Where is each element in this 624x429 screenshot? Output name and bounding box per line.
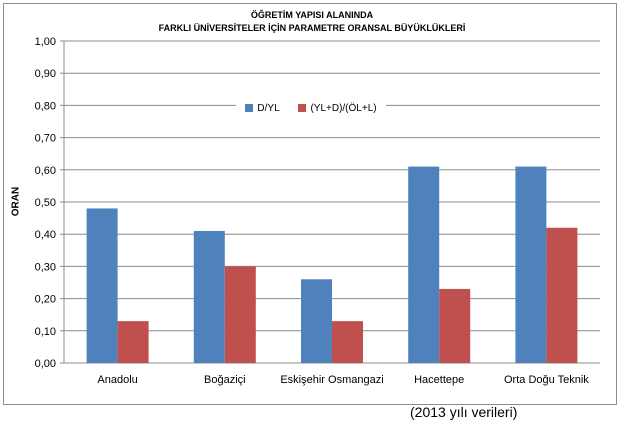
y-tick-label: 1,00 — [35, 36, 56, 48]
y-tick-label: 0,00 — [35, 358, 56, 370]
bar-series-1 — [301, 279, 332, 363]
y-tick-label: 0,80 — [35, 100, 56, 112]
bar-series-1 — [86, 208, 118, 363]
y-tick-label: 0,60 — [35, 165, 56, 177]
chart-title-line-1: ÖĞRETİM YAPISI ALANINDA — [250, 10, 374, 20]
legend-swatch-series-1 — [245, 104, 254, 112]
footnote: (2013 yılı verileri) — [410, 404, 518, 420]
bar-series-2 — [332, 321, 363, 363]
legend-label-series-2: (YL+D)/(ÖL+L) — [310, 102, 377, 114]
y-tick-label: 0,70 — [35, 133, 56, 145]
bar-series-2 — [117, 321, 149, 363]
chart-title-line-2: FARKLI ÜNİVERSİTELER İÇİN PARAMETRE ORAN… — [158, 23, 466, 33]
x-tick-label: Anadolu — [97, 374, 137, 386]
legend: D/YL (YL+D)/(ÖL+L) — [236, 90, 386, 126]
bar-series-2 — [224, 266, 256, 363]
x-tick-label: Orta Doğu Teknik — [504, 374, 589, 386]
bar-series-1 — [193, 230, 225, 363]
bar-series-1 — [408, 166, 440, 363]
y-tick-label: 0,30 — [35, 261, 56, 273]
x-tick-label: Eskişehir Osmangazi — [280, 374, 383, 386]
x-tick-label: Boğaziçi — [204, 374, 246, 386]
bar-series-1 — [515, 166, 547, 363]
legend-label-series-1: D/YL — [257, 102, 280, 114]
y-tick-label: 0,10 — [35, 326, 56, 338]
bar-series-2 — [439, 288, 471, 363]
y-tick-label: 0,90 — [35, 68, 56, 80]
x-tick-label: Hacettepe — [414, 374, 464, 386]
y-tick-label: 0,40 — [35, 229, 56, 241]
y-tick-label: 0,20 — [35, 294, 56, 306]
y-tick-label: 0,50 — [35, 197, 56, 209]
y-axis-label: ORAN — [10, 186, 22, 217]
legend-swatch-series-2 — [298, 104, 307, 112]
legend-item-series-2: (YL+D)/(ÖL+L) — [298, 102, 377, 114]
legend-item-series-1: D/YL — [245, 102, 280, 114]
bar-series-2 — [546, 227, 578, 363]
